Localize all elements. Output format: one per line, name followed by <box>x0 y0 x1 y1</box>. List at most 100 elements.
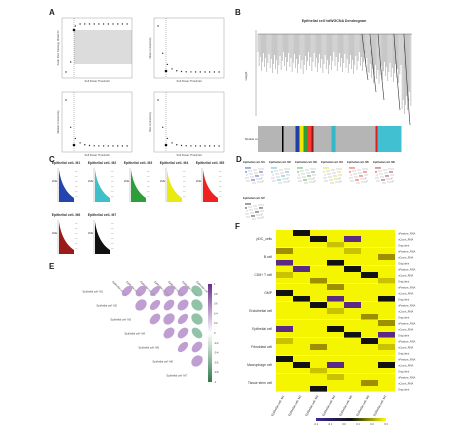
umap-cell-point <box>253 169 255 171</box>
umap-cell-point <box>248 206 250 208</box>
heatmap-cell <box>293 248 310 254</box>
umap-cell-point <box>384 172 386 174</box>
heatmap-cell <box>327 356 344 362</box>
heatmap-cell <box>276 362 293 368</box>
heatmap-cell <box>361 380 378 386</box>
heatmap-cell <box>293 254 310 260</box>
heatmap-cell <box>378 290 395 296</box>
dendrogram-ylabel: Height <box>244 71 248 80</box>
umap-cell-point <box>340 180 342 182</box>
heatmap-row-label: Macrophage cell <box>247 363 272 367</box>
heatmap-trait-label: nCount_RNA <box>398 310 414 314</box>
heatmap-cell <box>344 242 361 248</box>
heatmap-row-label: Epithelial cell <box>252 327 272 331</box>
heatmap-cell <box>310 254 327 260</box>
umap-cell-point <box>339 177 341 179</box>
heatmap-cell <box>361 320 378 326</box>
heatmap-cell <box>361 230 378 236</box>
umap-title: Epithelial cell- M6 <box>373 160 395 164</box>
umap-cell-point <box>304 176 306 178</box>
heatmap-cell <box>378 326 395 332</box>
heatmap-trait-label: Orig.ident <box>398 316 410 320</box>
umap-cell-point <box>246 216 248 218</box>
heatmap-cell <box>310 230 327 236</box>
heatmap-scale-tick: -0.1 <box>328 422 333 426</box>
heatmap-cell <box>344 350 361 356</box>
data-point <box>176 70 178 72</box>
heatmap-cell <box>327 254 344 260</box>
umap-cell-point <box>262 168 264 170</box>
corr-ellipse <box>163 299 175 311</box>
umap-cell-point <box>250 176 252 178</box>
module-color-segment <box>295 126 300 152</box>
data-point <box>209 145 211 147</box>
heatmap-cell <box>293 284 310 290</box>
umap-title: Epithelial cell- M1 <box>243 160 265 164</box>
kme-curve-area <box>167 170 182 202</box>
subplot-xlabel: Soft Power Threshold <box>177 153 202 157</box>
umap-cell-point <box>390 178 392 180</box>
umap-cell-point <box>282 172 284 174</box>
kme-curve-area <box>131 170 146 202</box>
umap-cell-point <box>340 168 342 170</box>
heatmap-cell <box>276 314 293 320</box>
heatmap-cell <box>344 230 361 236</box>
heatmap-column-label: Epithelial cell- M7 <box>372 394 387 417</box>
umap-cell-point <box>287 181 289 183</box>
umap-cell-point <box>256 208 258 210</box>
umap-cell-point <box>385 169 387 171</box>
heatmap-cell <box>276 272 293 278</box>
umap-cell-point <box>262 210 264 212</box>
umap-cell-point <box>328 170 330 172</box>
umap-cell-point <box>260 204 262 206</box>
umap-subplot: Epithelial cell- M3 <box>295 160 317 184</box>
data-point <box>166 137 169 140</box>
corr-row-label: Epithelial cell- M1 <box>83 289 104 293</box>
umap-cell-point <box>257 211 259 213</box>
heatmap-trait-label: nFeature_RNA <box>398 358 416 362</box>
umap-cell-point <box>331 169 333 171</box>
heatmap-cell <box>361 374 378 380</box>
umap-cell-point <box>286 174 288 176</box>
heatmap-cell <box>361 302 378 308</box>
kme-ylabel: kME <box>88 231 93 235</box>
kme-curve-area <box>95 170 110 202</box>
panel-f-letter: F <box>235 222 240 231</box>
umap-cell-point <box>306 182 308 184</box>
kme-gene-label: — <box>75 190 78 193</box>
heatmap-trait-label: Orig.ident <box>398 388 410 392</box>
corr-scale-tick: 0.6 <box>214 302 218 306</box>
umap-cell-point <box>391 181 393 183</box>
module-color-segment <box>335 126 376 152</box>
heatmap-cell <box>344 260 361 266</box>
heatmap-cell <box>378 338 395 344</box>
umap-cell-point <box>288 168 290 170</box>
heatmap-scale-tick: 0.1 <box>356 422 360 426</box>
kme-subplot-title: Epithelial cell- M6 <box>52 213 81 217</box>
heatmap-cell <box>378 356 395 362</box>
umap-cell-point <box>332 182 334 184</box>
corr-scale-tick: -0.4 <box>214 351 219 355</box>
umap-cell-point <box>253 205 255 207</box>
kme-gene-label: — <box>219 185 222 188</box>
corr-row-label: Epithelial cell- M7 <box>167 373 188 377</box>
umap-cell-point <box>258 214 260 216</box>
umap-cell-point <box>392 168 394 170</box>
heatmap-cell <box>276 374 293 380</box>
kme-gene-label: — <box>75 170 78 173</box>
heatmap-cell <box>378 248 395 254</box>
kme-gene-label: — <box>111 222 114 225</box>
umap-cell-point <box>313 171 315 173</box>
heatmap-column-label: Epithelial cell- M3 <box>304 394 319 417</box>
umap-cell-point <box>364 168 366 170</box>
data-point <box>204 145 206 147</box>
umap-cell-point <box>354 176 356 178</box>
panel-a-soft-threshold-plots: Scale Free Topology Model Fit Soft Power … <box>56 17 225 157</box>
umap-cell-point <box>340 174 342 176</box>
kme-subplot: Epithelial cell- M3 kME — — — — — — <box>124 161 152 202</box>
dendrogram-branches <box>257 33 412 126</box>
heatmap-cell <box>361 290 378 296</box>
heatmap-cell <box>344 344 361 350</box>
data-point <box>112 23 114 25</box>
heatmap-cell <box>276 242 293 248</box>
